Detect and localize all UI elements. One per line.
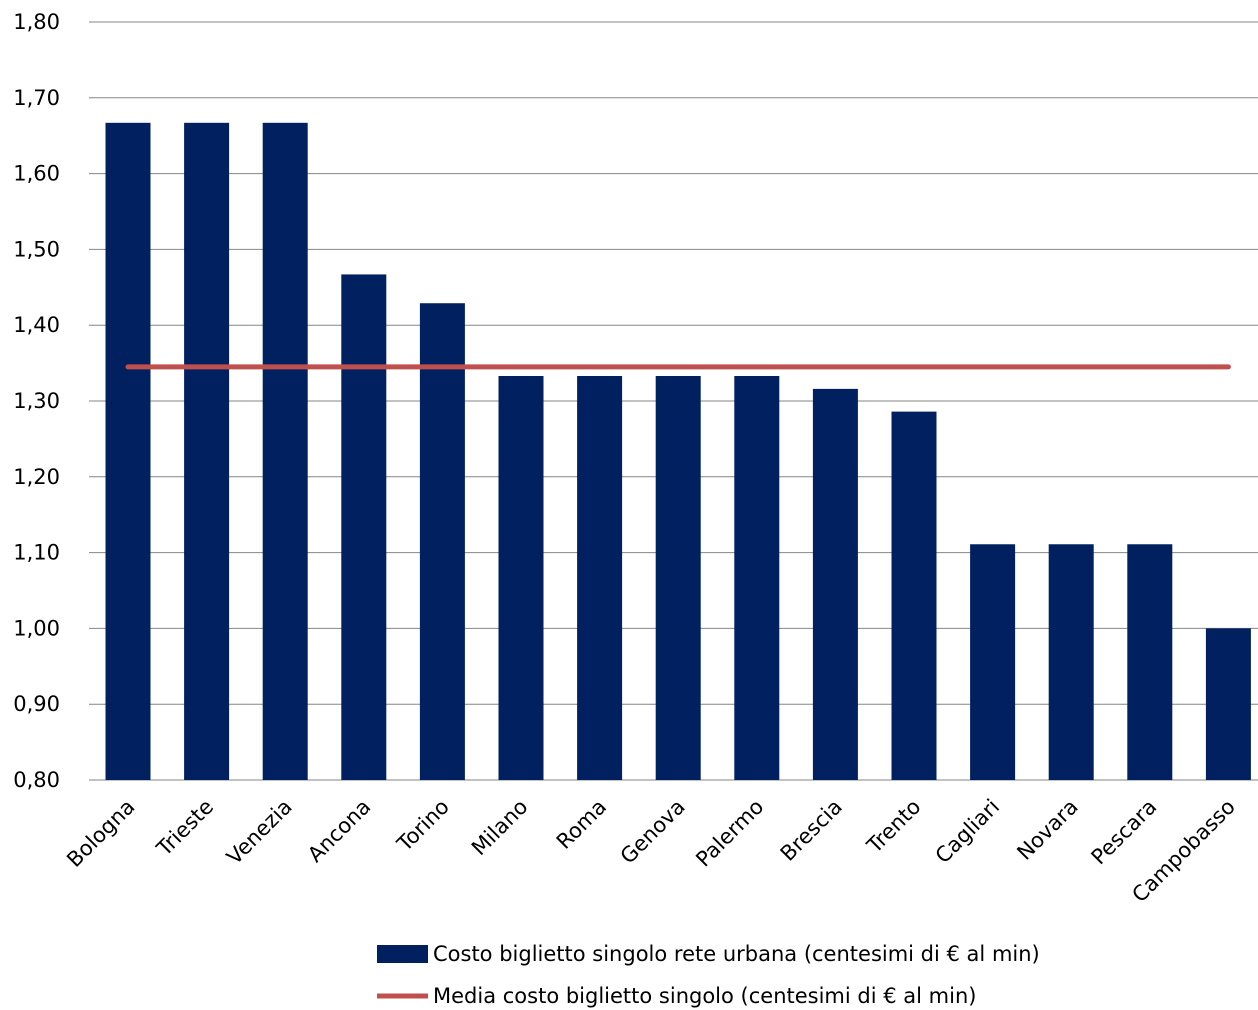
x-category-label: Venezia: [222, 795, 297, 870]
bar: [970, 544, 1016, 780]
x-category-label: Milano: [467, 795, 533, 861]
y-tick-label: 1,40: [13, 313, 60, 337]
y-tick-label: 0,80: [13, 768, 60, 792]
legend-label-bar: Costo biglietto singolo rete urbana (cen…: [433, 942, 1040, 966]
y-tick-label: 1,60: [13, 162, 60, 186]
bar: [812, 388, 858, 780]
y-tick-label: 1,80: [13, 10, 60, 34]
y-axis-ticks: 0,80 0,90 1,00 1,10 1,20 1,30 1,40 1,50 1,60 1,70…: [13, 10, 60, 792]
bar: [1127, 544, 1173, 780]
y-tick-label: 1,00: [13, 616, 60, 640]
bars: [105, 122, 1251, 780]
bar: [184, 122, 230, 780]
bar: [655, 375, 701, 780]
bar: [1205, 628, 1251, 780]
bar: [341, 274, 387, 780]
bar: [891, 411, 937, 780]
x-category-label: Trento: [862, 795, 926, 859]
x-category-label: Bologna: [62, 795, 139, 872]
x-category-label: Torino: [392, 795, 454, 857]
x-category-label: Roma: [552, 795, 611, 854]
bar: [419, 303, 465, 780]
x-category-label: Novara: [1012, 795, 1082, 865]
x-category-label: Cagliari: [931, 795, 1004, 868]
x-category-label: Palermo: [691, 795, 768, 872]
y-tick-label: 1,70: [13, 86, 60, 110]
x-axis-labels: Bologna Trieste Venezia Ancona Torino Milano R…: [62, 795, 1240, 908]
bar: [734, 375, 780, 780]
bar: [577, 375, 623, 780]
y-tick-label: 1,30: [13, 389, 60, 413]
x-category-label: Ancona: [303, 795, 375, 867]
legend-swatch-bar: [377, 945, 428, 963]
y-tick-label: 1,50: [13, 237, 60, 261]
x-category-label: Pescara: [1087, 795, 1162, 870]
y-tick-label: 1,20: [13, 465, 60, 489]
bar: [498, 375, 544, 780]
x-category-label: Genova: [616, 795, 690, 869]
bar: [105, 122, 151, 780]
y-tick-label: 0,90: [13, 692, 60, 716]
y-tick-label: 1,10: [13, 541, 60, 565]
x-category-label: Brescia: [776, 795, 847, 866]
bar: [1048, 544, 1094, 780]
legend: Costo biglietto singolo rete urbana (cen…: [377, 942, 1040, 1008]
bar: [262, 122, 308, 780]
x-category-label: Trieste: [152, 795, 219, 862]
legend-label-line: Media costo biglietto singolo (centesimi…: [433, 984, 976, 1008]
